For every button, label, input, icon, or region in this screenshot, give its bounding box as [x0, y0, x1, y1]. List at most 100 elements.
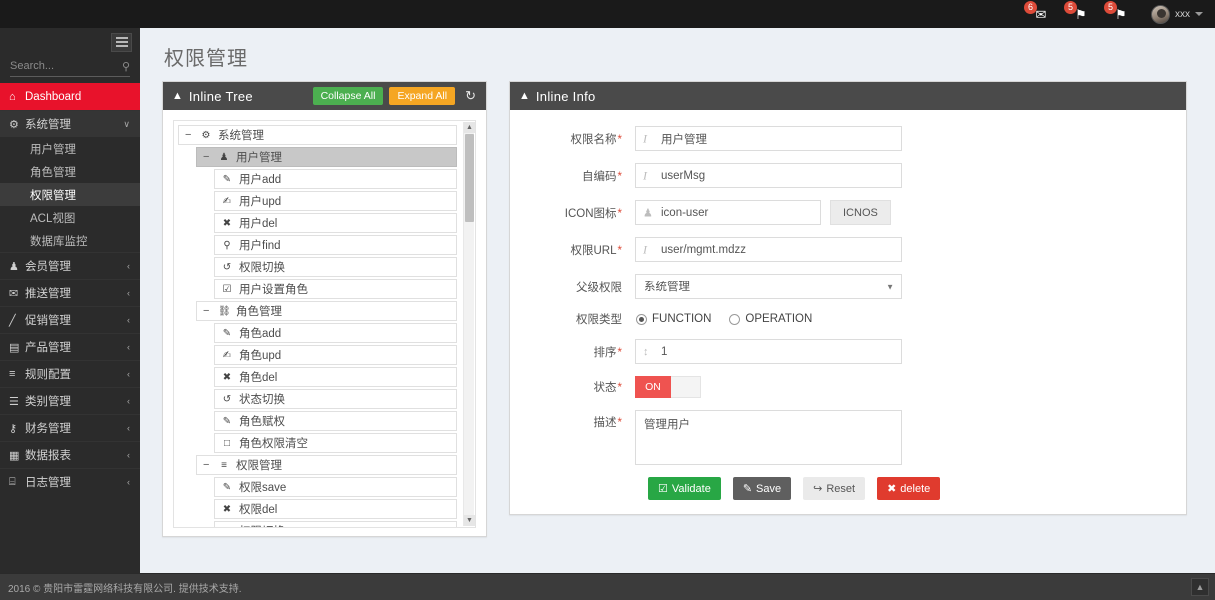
- tree-node[interactable]: ↺ 状态切换: [214, 389, 457, 409]
- reset-button[interactable]: ↪ Reset: [803, 477, 866, 500]
- refresh-icon[interactable]: ↻: [461, 88, 480, 104]
- sidebar-item-label: 推送管理: [25, 288, 71, 300]
- tree-node[interactable]: ✍ 用户upd: [214, 191, 457, 211]
- sidebar-item-finance-mgmt[interactable]: ⚷ 财务管理 ‹: [0, 414, 140, 441]
- sidebar-item-product-mgmt[interactable]: ▤ 产品管理 ‹: [0, 333, 140, 360]
- pencil-icon: ✎: [222, 415, 232, 427]
- sidebar-item-label: 系统管理: [25, 119, 71, 131]
- sidebar-item-push-mgmt[interactable]: ✉ 推送管理 ‹: [0, 279, 140, 306]
- messages-icon[interactable]: ✉ 6: [1024, 1, 1051, 24]
- tree-node[interactable]: ✎ 角色add: [214, 323, 457, 343]
- search-icon[interactable]: ⚲: [121, 61, 130, 73]
- tree-node[interactable]: ✍ 权限切换: [214, 521, 457, 527]
- chevron-left-icon: ‹: [127, 423, 130, 433]
- icnos-button[interactable]: ICNOS: [830, 200, 891, 225]
- sidebar-item-role-mgmt[interactable]: 角色管理: [0, 160, 140, 183]
- tree-node[interactable]: − ≡ 权限管理: [196, 455, 457, 475]
- sidebar-item-member-mgmt[interactable]: ♟ 会员管理 ‹: [0, 252, 140, 279]
- search-input[interactable]: [10, 58, 130, 76]
- tree-scrollbar[interactable]: ▲ ▼: [463, 122, 475, 526]
- tree-node[interactable]: ✍ 角色upd: [214, 345, 457, 365]
- tree-node[interactable]: ✎ 用户add: [214, 169, 457, 189]
- sidebar-item-user-mgmt[interactable]: 用户管理: [0, 137, 140, 160]
- tree-node[interactable]: ✎ 权限save: [214, 477, 457, 497]
- tree-node-label: 角色upd: [239, 350, 282, 362]
- required-marker: *: [617, 346, 622, 359]
- order-input[interactable]: [635, 339, 902, 364]
- sidebar-item-data-report[interactable]: ▦ 数据报表 ‹: [0, 441, 140, 468]
- sidebar-item-db-monitor[interactable]: 数据库监控: [0, 229, 140, 252]
- tree-node-label: 权限切换: [239, 262, 285, 274]
- scroll-up-icon[interactable]: ▲: [464, 122, 475, 133]
- tree-node[interactable]: ✖ 用户del: [214, 213, 457, 233]
- undo-icon: ↪: [813, 483, 823, 495]
- permission-url-input[interactable]: [635, 237, 902, 262]
- tree-node[interactable]: □ 角色权限清空: [214, 433, 457, 453]
- status-toggle[interactable]: ON: [635, 376, 701, 398]
- reset-button-label: Reset: [826, 482, 856, 495]
- tree-node[interactable]: ↺ 权限切换: [214, 257, 457, 277]
- collapse-toggle-icon[interactable]: −: [203, 151, 210, 163]
- sidebar-item-promotion-mgmt[interactable]: ╱ 促销管理 ‹: [0, 306, 140, 333]
- collapse-all-button[interactable]: Collapse All: [312, 87, 384, 105]
- permission-icon-input[interactable]: [635, 200, 821, 225]
- scrollbar-thumb[interactable]: [465, 134, 474, 222]
- save-button[interactable]: ✎ Save: [732, 477, 792, 500]
- description-textarea[interactable]: 管理用户: [635, 410, 902, 465]
- tree-node[interactable]: ✖ 角色del: [214, 367, 457, 387]
- collapse-toggle-icon[interactable]: −: [203, 305, 210, 317]
- close-icon: ✖: [222, 217, 232, 229]
- inline-tree-body: − ⚙ 系统管理 − ♟ 用户管理 ✎ 用户add: [163, 110, 486, 536]
- scroll-down-icon[interactable]: ▼: [464, 515, 475, 526]
- sidebar-item-category-mgmt[interactable]: ☰ 类别管理 ‹: [0, 387, 140, 414]
- delete-button[interactable]: ✖ delete: [877, 477, 941, 500]
- menu-toggle-icon[interactable]: [111, 32, 132, 52]
- expand-all-button[interactable]: Expand All: [389, 87, 456, 105]
- collapse-toggle-icon[interactable]: −: [203, 459, 210, 471]
- sidebar-search-row: ⚲: [0, 56, 140, 83]
- tree-node[interactable]: ✎ 角色赋权: [214, 411, 457, 431]
- sidebar-item-label: 规则配置: [25, 369, 71, 381]
- form-row-url: 权限URL* I: [510, 237, 1186, 262]
- tree-node[interactable]: − ♟ 用户管理: [196, 147, 457, 167]
- main-content: 权限管理 ▲ Inline Tree Collapse All Expand A…: [140, 28, 1215, 600]
- tasks-icon[interactable]: ⚑ 5: [1064, 1, 1091, 24]
- radio-operation[interactable]: OPERATION: [729, 313, 812, 325]
- collapse-toggle-icon[interactable]: −: [185, 129, 192, 141]
- submenu-label: 权限管理: [30, 189, 76, 202]
- tree-node[interactable]: − ⚙ 系统管理: [178, 125, 457, 145]
- sidebar-item-permission-mgmt[interactable]: 权限管理: [0, 183, 140, 206]
- sidebar-item-system-mgmt[interactable]: ⚙ 系统管理 ∨: [0, 110, 140, 137]
- code-label: 自编码*: [510, 168, 635, 184]
- radio-function[interactable]: FUNCTION: [636, 313, 711, 325]
- user-menu[interactable]: xxx: [1143, 0, 1215, 28]
- sidebar-item-dashboard[interactable]: ⌂ Dashboard: [0, 83, 140, 110]
- panels-row: ▲ Inline Tree Collapse All Expand All ↻ …: [140, 81, 1215, 537]
- permission-code-input[interactable]: [635, 163, 902, 188]
- scroll-to-top-button[interactable]: ▲: [1191, 578, 1209, 596]
- permission-name-input[interactable]: [635, 126, 902, 151]
- tree-node[interactable]: ✖ 权限del: [214, 499, 457, 519]
- sidebar-item-acl-view[interactable]: ACL视图: [0, 206, 140, 229]
- alerts-icon[interactable]: ⚑ 5: [1104, 1, 1131, 24]
- tree-node[interactable]: − ⛓ 角色管理: [196, 301, 457, 321]
- alerts-icon-glyph: ⚑: [1115, 6, 1127, 22]
- book-icon: ⌸: [9, 475, 16, 488]
- pencil-icon: ✎: [222, 173, 232, 185]
- footer-text: 2016 © 贵阳市雷霆网络科技有限公司. 提供技术支持.: [8, 583, 242, 595]
- chevron-left-icon: ‹: [127, 261, 130, 271]
- tree-node[interactable]: ☑ 用户设置角色: [214, 279, 457, 299]
- sidebar-item-log-mgmt[interactable]: ⌸ 日志管理 ‹: [0, 468, 140, 495]
- inline-tree-panel: ▲ Inline Tree Collapse All Expand All ↻ …: [162, 81, 487, 537]
- parent-permission-select[interactable]: 系统管理: [635, 274, 902, 299]
- sidebar-item-label: 财务管理: [25, 423, 71, 435]
- sidebar-item-rule-config[interactable]: ≡ 规则配置 ‹: [0, 360, 140, 387]
- tree-node-label: 角色add: [239, 328, 282, 340]
- validate-button[interactable]: ☑ Validate: [648, 477, 721, 500]
- tree-node[interactable]: ⚲ 用户find: [214, 235, 457, 255]
- form-row-type: 权限类型 FUNCTION OPERATION: [510, 311, 1186, 327]
- user-icon: ♟: [9, 260, 19, 273]
- radio-function-label: FUNCTION: [652, 313, 712, 325]
- tasks-badge: 5: [1064, 1, 1077, 14]
- tasks-icon-glyph: ⚑: [1075, 6, 1087, 22]
